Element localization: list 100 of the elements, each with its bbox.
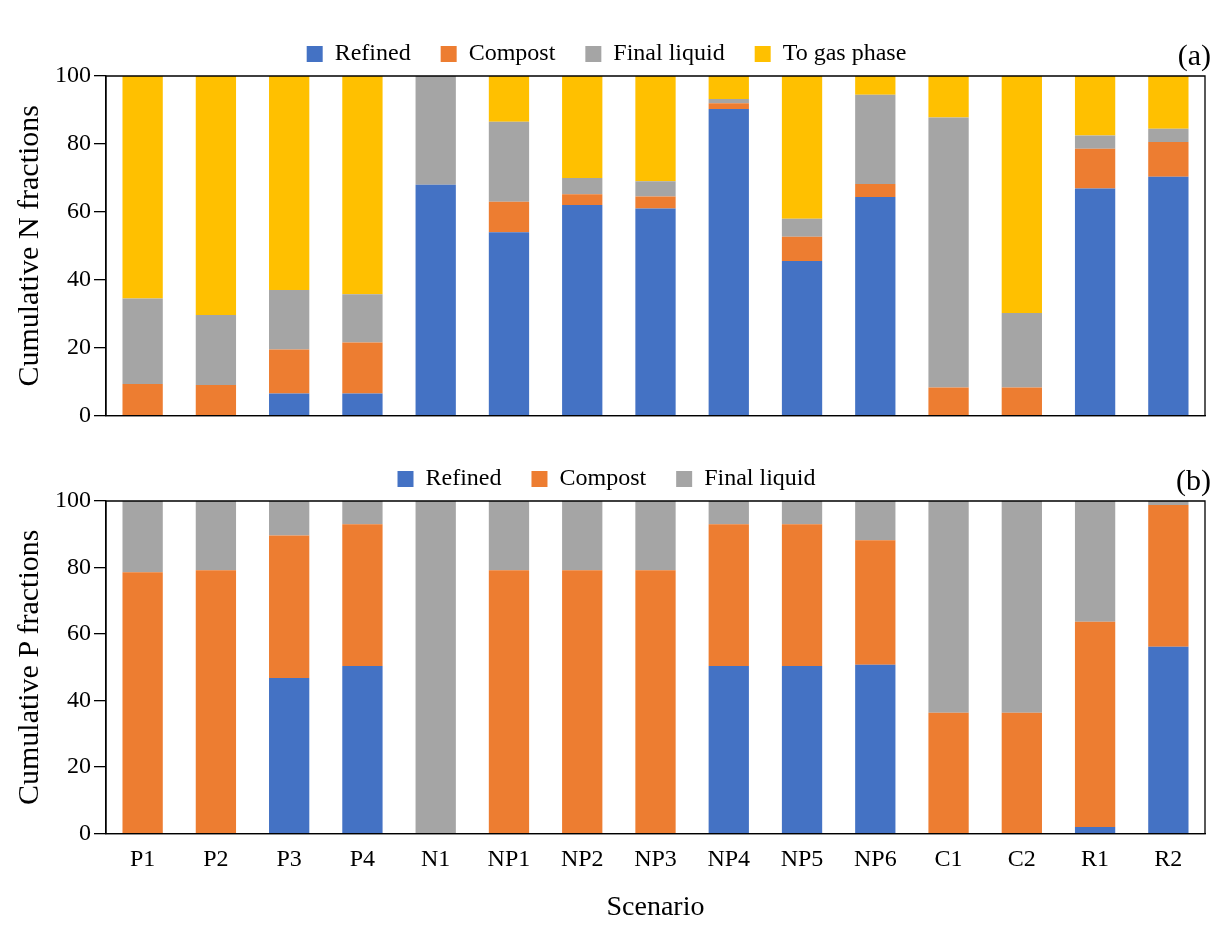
bar <box>708 76 749 100</box>
bar <box>781 218 823 237</box>
legend-label: Final liquid <box>704 464 816 491</box>
bar <box>1001 76 1042 314</box>
bar <box>635 76 676 182</box>
x-tick-label: NP2 <box>560 845 604 872</box>
bar <box>488 570 530 833</box>
bar <box>928 117 969 388</box>
x-tick-label: P1 <box>129 845 156 872</box>
bar <box>342 524 383 666</box>
x-tick-label: P2 <box>203 845 229 872</box>
bar <box>708 108 749 415</box>
bar <box>1074 76 1116 136</box>
x-tick-label: NP3 <box>634 845 677 872</box>
x-tick-label: R1 <box>1081 845 1110 872</box>
bar <box>708 103 749 109</box>
bar <box>122 572 163 833</box>
bar <box>562 205 603 415</box>
bar <box>635 181 676 197</box>
x-tick-label: NP1 <box>487 845 531 872</box>
bar <box>1148 504 1189 647</box>
legend-label: Compost <box>468 39 556 66</box>
text: (a) <box>1177 37 1211 72</box>
bar <box>855 664 896 833</box>
y-axis-title: Cumulative P fractions <box>10 529 44 806</box>
bar <box>635 501 676 571</box>
y-tick-label: 60 <box>67 619 91 646</box>
bar <box>195 76 237 316</box>
bar <box>635 196 676 209</box>
bar <box>781 501 823 525</box>
x-axis-title: Scenario <box>606 889 705 921</box>
bar <box>1001 501 1042 713</box>
bar <box>1074 148 1116 189</box>
bar <box>269 76 310 290</box>
bar <box>415 184 456 415</box>
bar <box>488 201 530 233</box>
x-tick-label: NP5 <box>780 845 824 872</box>
bar <box>781 524 823 666</box>
bar <box>1148 646 1189 833</box>
bar <box>122 501 163 573</box>
y-tick-label: 100 <box>55 61 91 88</box>
y-tick-label: 40 <box>67 685 91 712</box>
x-tick-label: NP6 <box>853 845 897 872</box>
bar <box>708 501 749 525</box>
bar <box>781 261 823 415</box>
y-tick-label: 0 <box>79 400 91 427</box>
bar <box>269 393 310 415</box>
bar <box>1074 135 1116 149</box>
legend-label: Final liquid <box>613 39 725 66</box>
bar <box>562 570 603 833</box>
bar <box>1148 176 1189 415</box>
y-tick-label: 40 <box>67 265 91 292</box>
bar <box>122 76 163 299</box>
bar <box>855 183 896 197</box>
y-tick-label: 20 <box>67 332 91 359</box>
bar <box>781 236 823 262</box>
bar <box>122 298 163 385</box>
y-tick-label: 60 <box>67 197 91 224</box>
bar <box>1148 128 1189 142</box>
bar <box>342 501 383 525</box>
y-tick-label: 80 <box>67 552 91 579</box>
bar <box>562 177 603 195</box>
bar <box>855 196 896 415</box>
bar <box>1001 387 1042 415</box>
bar <box>342 76 383 295</box>
legend-label: Compost <box>559 464 647 491</box>
bar <box>342 342 383 394</box>
bar <box>1148 141 1189 177</box>
y-tick-label: 0 <box>79 818 91 845</box>
bar <box>928 387 969 415</box>
y-tick-label: 100 <box>55 486 91 513</box>
bar <box>928 712 969 833</box>
bar <box>708 524 749 666</box>
bar <box>342 294 383 343</box>
bar <box>269 535 310 678</box>
bar <box>855 76 896 95</box>
x-tick-label: N1 <box>421 845 451 872</box>
x-tick-label: NP4 <box>707 845 751 872</box>
x-tick-label: P4 <box>349 845 376 872</box>
bar <box>855 540 896 665</box>
bar <box>269 349 310 394</box>
bar <box>1074 501 1116 622</box>
bar <box>122 384 163 415</box>
bar <box>488 76 530 122</box>
bar <box>195 501 237 571</box>
bar <box>342 393 383 415</box>
bar <box>269 677 310 833</box>
bar <box>635 208 676 415</box>
legend-label: To gas phase <box>782 39 907 66</box>
x-tick-label: C2 <box>1007 845 1036 872</box>
bar <box>781 76 823 219</box>
bar <box>781 665 823 833</box>
bar <box>195 570 237 833</box>
bar <box>269 501 310 536</box>
x-tick-label: R2 <box>1154 845 1183 872</box>
bar <box>195 315 237 386</box>
bar <box>928 501 969 713</box>
y-tick-label: 20 <box>67 752 91 779</box>
y-axis-title: Cumulative N fractions <box>10 105 44 387</box>
bar <box>415 76 456 185</box>
